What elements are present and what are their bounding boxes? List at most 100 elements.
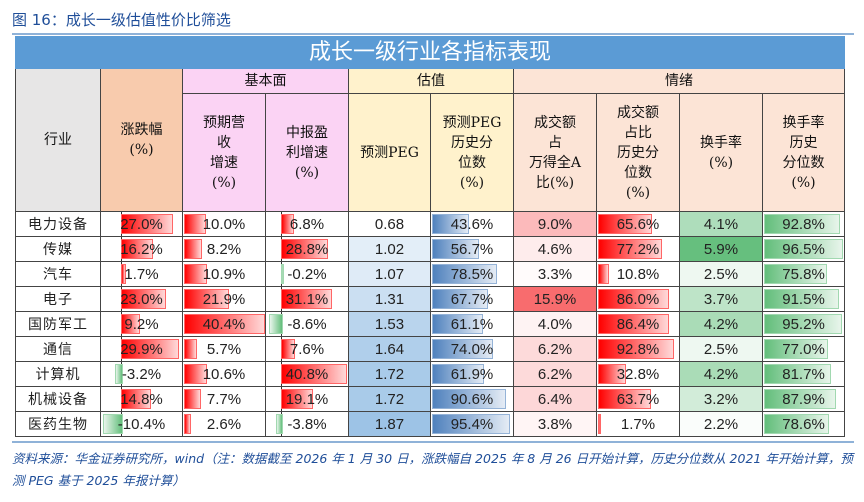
turnover-share-cell: 3.3% (513, 261, 597, 287)
cell-value: 81.7% (782, 365, 825, 383)
chg-cell: 9.2% (100, 311, 183, 337)
cell-value: 61.1% (450, 315, 494, 333)
header-line: 预期营 (203, 114, 245, 131)
data-bar (764, 364, 832, 384)
cell-value: 1.7% (124, 265, 159, 283)
cell-value: 77.0% (782, 340, 825, 358)
chg-cell: -10.4% (100, 411, 183, 437)
indicator-table: 成长一级行业各指标表现 行业 涨跌幅 (%) 基本面 估值 情绪 预期营收增速 (%… (14, 36, 846, 437)
turn-pct-cell: 78.6% (761, 411, 846, 437)
cell-value: 6.8% (289, 215, 325, 233)
peg-pct-cell: 95.4% (430, 411, 514, 437)
industry-cell: 传媒 (15, 236, 101, 262)
data-bar (121, 239, 154, 259)
turnover-share-cell: 6.2% (513, 361, 597, 387)
chg-cell: 1.7% (100, 261, 183, 287)
peg-cell: 1.87 (348, 411, 431, 437)
data-bar (432, 289, 489, 309)
header-line: (%) (459, 174, 485, 191)
turnover-share-cell: 6.4% (513, 386, 597, 412)
header-line: 历史 (789, 134, 818, 151)
header-line: 换手率 (700, 134, 742, 151)
header-turnover-rate: 换手率 (%) (679, 93, 763, 212)
peg-pct-cell: 56.7% (430, 236, 514, 262)
header-share-percentile: 成交额 占比 历史分 位数 (%) (596, 93, 680, 212)
peg-pct-cell: 74.0% (430, 336, 514, 362)
industry-cell: 机械设备 (15, 386, 101, 412)
industry-cell: 电子 (15, 286, 101, 312)
industry-cell: 汽车 (15, 261, 101, 287)
data-bar (764, 289, 840, 309)
turn-pct-cell: 77.0% (761, 336, 846, 362)
header-line: 成交额 (534, 114, 576, 131)
header-line: 分位数 (782, 154, 825, 171)
cell-value: 1.72 (374, 390, 405, 408)
turnover-share-cell: 4.0% (513, 311, 597, 337)
header-line: (%) (294, 164, 320, 181)
peg-pct-cell: 67.7% (430, 286, 514, 312)
cell-value: 87.9% (782, 390, 825, 408)
figure-title: 图 16：成长一级估值性价比筛选 (12, 11, 231, 29)
peg-pct-cell: 61.1% (430, 311, 514, 337)
turn-cell: 2.2% (679, 411, 763, 437)
divider (12, 33, 854, 35)
industry-cell: 通信 (15, 336, 101, 362)
data-bar (598, 414, 602, 434)
table-row: 医药生物 -10.4% 2.6% -3.8% 1.87 95.4% 3.8% 1.7% 2.2%… (15, 411, 846, 437)
data-bar (281, 239, 329, 259)
turn-pct-cell: 95.2% (761, 311, 846, 337)
data-bar (432, 389, 507, 409)
cell-value: 67.7% (450, 290, 494, 308)
header-line: 万得全A (528, 154, 582, 171)
cell-value: 78.5% (450, 265, 494, 283)
industry-cell: 国防军工 (15, 311, 101, 337)
chg-cell: 27.0% (100, 211, 183, 237)
data-bar (281, 289, 332, 309)
header-line: (%) (625, 184, 651, 201)
header-line: 占 (548, 134, 562, 151)
data-bar (184, 364, 207, 384)
divider (12, 441, 854, 443)
data-bar (598, 314, 670, 334)
rev-cell: 10.0% (182, 211, 266, 237)
cell-value: 5.7% (206, 340, 242, 358)
data-bar (281, 214, 294, 234)
cell-value: 91.5% (782, 290, 825, 308)
cell-value: 3.8% (537, 415, 573, 433)
cell-value: 28.8% (285, 240, 329, 258)
peg-pct-cell: 43.6% (430, 211, 514, 237)
chg-cell: 29.9% (100, 336, 183, 362)
header-line: 增速 (210, 154, 238, 171)
turn-cell: 2.5% (679, 261, 763, 287)
chg-cell: 23.0% (100, 286, 183, 312)
peg-cell: 1.07 (348, 261, 431, 287)
header-peg: 预测PEG (348, 93, 431, 212)
data-bar (764, 339, 828, 359)
cell-value: 1.31 (374, 290, 405, 308)
data-bar (281, 389, 313, 409)
header-line: (%) (211, 174, 237, 191)
header-line: 历史分 (451, 134, 493, 151)
cell-value: 65.6% (616, 215, 660, 233)
cell-value: 92.8% (782, 215, 825, 233)
chg-cell: -3.2% (100, 361, 183, 387)
cell-value: 10.8% (616, 265, 660, 283)
profit-cell: 40.8% (265, 361, 349, 387)
cell-value: 40.8% (285, 365, 329, 383)
data-bar (280, 264, 284, 284)
data-bar (764, 389, 837, 409)
data-bar (115, 364, 123, 384)
cell-value: 10.9% (202, 265, 246, 283)
share-pct-cell: 86.4% (596, 311, 680, 337)
cell-value: 32.8% (616, 365, 660, 383)
header-line: 历史分 (617, 144, 659, 161)
data-bar (281, 339, 295, 359)
rev-cell: 40.4% (182, 311, 266, 337)
profit-cell: 6.8% (265, 211, 349, 237)
cell-value: 2.6% (206, 415, 242, 433)
cell-value: 7.6% (289, 340, 325, 358)
cell-value: 3.7% (703, 290, 739, 308)
data-bar (598, 339, 675, 359)
share-pct-cell: 1.7% (596, 411, 680, 437)
profit-cell: 31.1% (265, 286, 349, 312)
